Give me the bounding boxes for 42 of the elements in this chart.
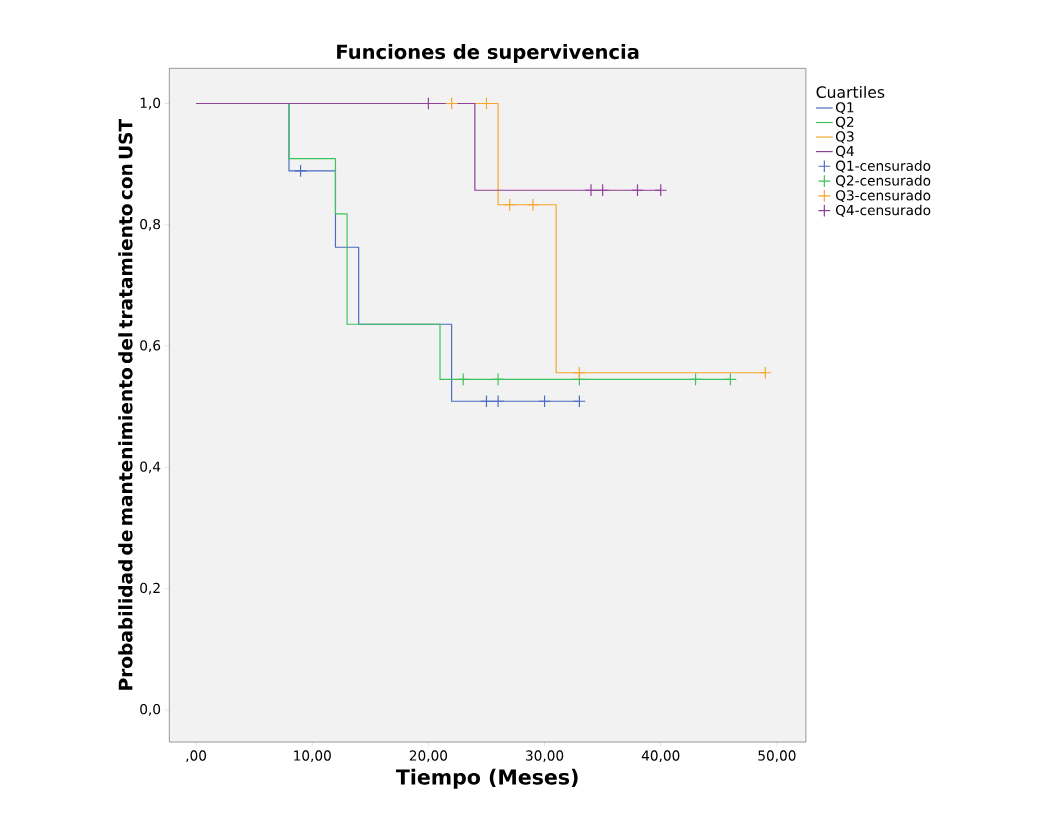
x-tick-label: 30,00 xyxy=(526,750,564,763)
y-tick-label: 0,4 xyxy=(140,461,161,474)
point xyxy=(596,183,610,197)
legend-label: Q2-censurado xyxy=(835,175,931,188)
x-tick-label: 50,00 xyxy=(758,750,796,763)
x-tick-label: 20,00 xyxy=(409,750,448,763)
point xyxy=(723,373,737,386)
y-tick-label: 1,0 xyxy=(140,97,161,110)
y-tick-label: 0,0 xyxy=(140,704,161,716)
legend-label: Q3 xyxy=(835,131,854,144)
point xyxy=(631,183,644,197)
legend-title: Cuartiles xyxy=(816,85,885,99)
point xyxy=(445,97,459,111)
point xyxy=(503,198,517,212)
y-tick-label: 0,8 xyxy=(140,218,161,231)
legend-label: Q4 xyxy=(835,145,854,158)
x-tick-label: 40,00 xyxy=(641,750,680,763)
legend-label: Q3-censurado xyxy=(835,189,931,203)
point xyxy=(654,183,668,197)
chart-title: Funciones de supervivencia xyxy=(337,44,639,63)
legend-label: Q1 xyxy=(835,102,854,115)
point xyxy=(491,394,505,408)
point xyxy=(538,394,551,408)
point xyxy=(758,366,772,380)
x-tick-label: ,00 xyxy=(186,750,207,763)
legend-label: Q1-censurado xyxy=(835,160,931,173)
x-tick-label: 10,00 xyxy=(294,750,331,763)
x-axis-title: Tiempo (Meses) xyxy=(395,768,578,789)
point xyxy=(294,164,308,178)
point xyxy=(456,373,470,386)
y-tick-label: 0,6 xyxy=(140,340,161,352)
legend-label: Q2 xyxy=(835,116,854,129)
point xyxy=(480,394,493,408)
point xyxy=(526,198,540,212)
y-tick-label: 0,2 xyxy=(140,582,160,595)
point xyxy=(572,394,586,408)
y-axis-title: Probabilidad de mantenimiento del tratamiento con UST xyxy=(118,119,133,690)
legend-label: Q4-censurado xyxy=(835,204,931,217)
point xyxy=(584,183,598,197)
point xyxy=(689,373,703,386)
point xyxy=(572,366,586,380)
point xyxy=(491,373,505,386)
